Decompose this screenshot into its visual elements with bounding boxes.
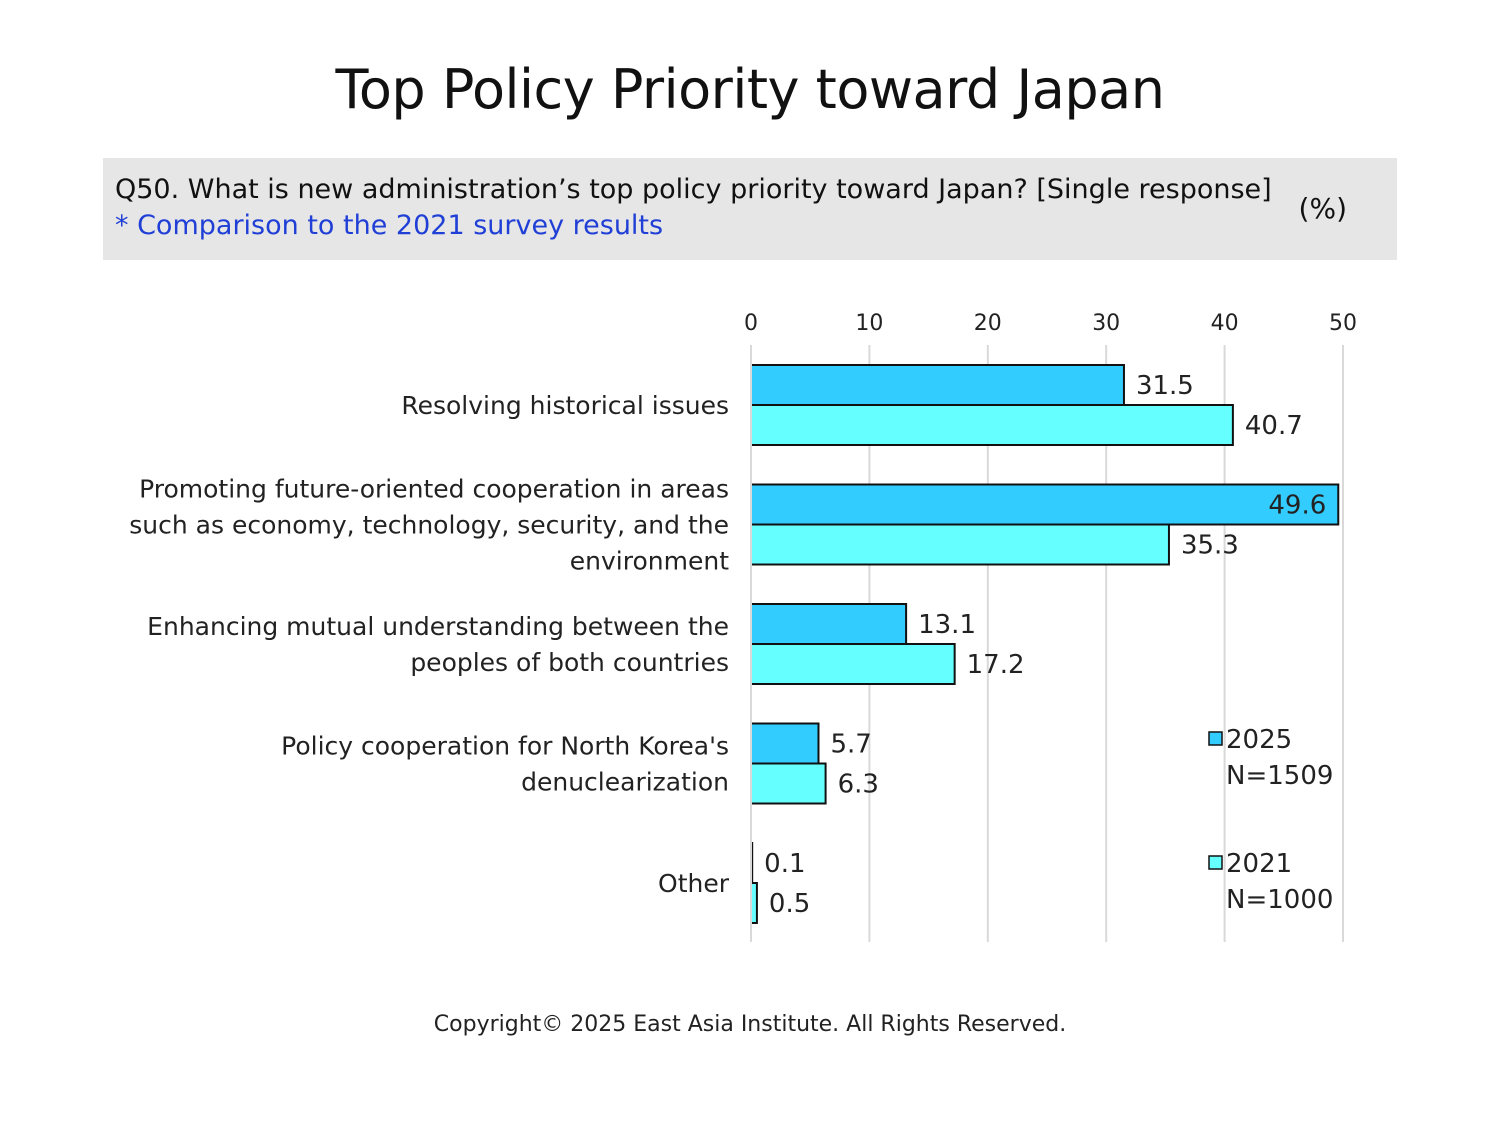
x-tick-label: 50: [1329, 311, 1357, 336]
copyright-notice: Copyright© 2025 East Asia Institute. All…: [433, 1012, 1067, 1037]
x-tick-label: 0: [744, 311, 758, 336]
question-box: Q50. What is new administration’s top po…: [103, 158, 1397, 260]
legend-label: 2021: [1226, 849, 1292, 879]
data-label: 17.2: [967, 650, 1025, 680]
data-label: 0.1: [764, 849, 805, 879]
category-label: Other: [658, 869, 730, 898]
bar-2025: [750, 722, 820, 765]
bar-2021: [750, 404, 1234, 446]
bar-2025: [750, 364, 1125, 406]
category-label: Resolving historical issues: [401, 391, 729, 420]
data-label: 5.7: [830, 730, 871, 760]
category-label: environment: [570, 547, 729, 576]
data-label: 49.6: [1268, 491, 1326, 521]
legend-swatch-2021: [1208, 855, 1223, 870]
bar-2025: [750, 483, 1340, 526]
legend-label: N=1000: [1226, 885, 1333, 915]
category-label: Promoting future-oriented cooperation in…: [139, 475, 729, 504]
bar-2021: [750, 523, 1170, 566]
data-label: 13.1: [918, 610, 976, 640]
category-label: such as economy, technology, security, a…: [129, 511, 729, 540]
category-label: Enhancing mutual understanding between t…: [147, 612, 729, 641]
x-tick-label: 30: [1092, 311, 1120, 336]
data-label: 31.5: [1136, 371, 1194, 401]
bar-2021: [750, 643, 956, 685]
legend-swatch-2025: [1208, 731, 1223, 746]
x-tick-label: 40: [1211, 311, 1239, 336]
category-label: peoples of both countries: [410, 648, 729, 677]
data-label: 0.5: [769, 889, 810, 919]
legend-label: N=1509: [1226, 761, 1333, 791]
unit-label: (%): [1298, 192, 1347, 225]
data-label: 40.7: [1245, 411, 1303, 441]
data-label: 35.3: [1181, 531, 1239, 561]
x-tick-label: 10: [855, 311, 883, 336]
question-text: Q50. What is new administration’s top po…: [115, 174, 1272, 205]
x-tick-label: 20: [974, 311, 1002, 336]
bar-2021: [750, 762, 827, 805]
bar-2025: [750, 603, 908, 645]
data-label: 6.3: [838, 770, 879, 800]
page-title: Top Policy Priority toward Japan: [335, 58, 1165, 121]
legend-label: 2025: [1226, 725, 1292, 755]
category-label: Policy cooperation for North Korea's: [281, 732, 729, 761]
category-label: denuclearization: [521, 768, 729, 797]
comparison-note: * Comparison to the 2021 survey results: [115, 210, 664, 241]
